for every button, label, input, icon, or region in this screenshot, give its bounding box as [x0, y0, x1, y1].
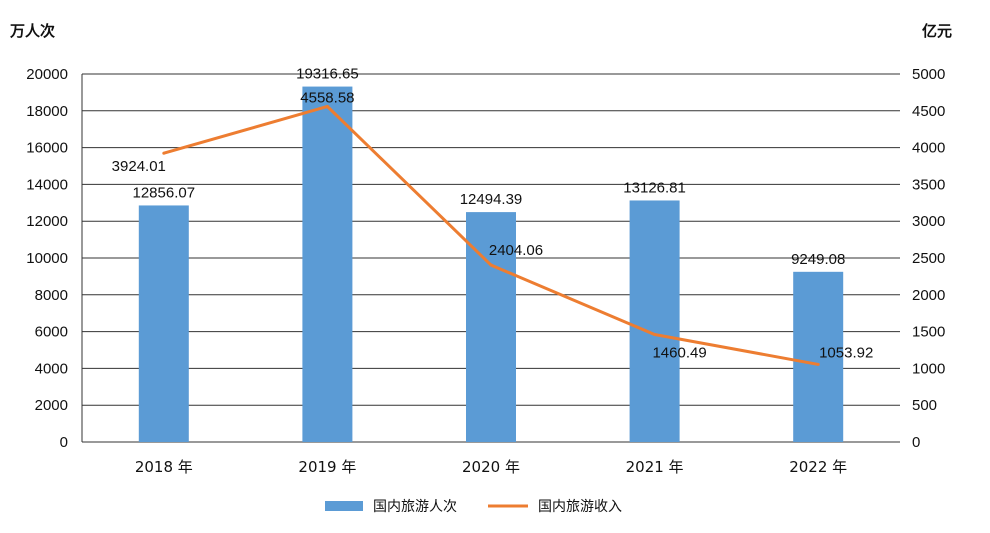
- legend-label-line: 国内旅游收入: [538, 499, 622, 515]
- bar-data-label: 12494.39: [460, 191, 523, 208]
- bar-data-label: 19316.65: [296, 66, 359, 83]
- right-axis-unit: 亿元: [922, 22, 952, 40]
- line-point: [325, 104, 329, 108]
- line-point: [489, 263, 493, 267]
- left-tick-label: 6000: [35, 324, 68, 341]
- category-label: 2019 年: [298, 458, 356, 476]
- category-label: 2018 年: [135, 458, 193, 476]
- right-tick-label: 500: [912, 397, 937, 414]
- legend: 国内旅游人次 国内旅游收入: [325, 499, 622, 515]
- right-tick-label: 0: [912, 434, 920, 451]
- right-tick-label: 2500: [912, 250, 945, 267]
- bar: [302, 86, 353, 442]
- left-tick-label: 14000: [26, 176, 68, 193]
- category-label: 2020 年: [462, 458, 520, 476]
- right-tick-label: 4000: [912, 140, 945, 157]
- left-tick-label: 18000: [26, 103, 68, 120]
- bar-data-label: 12856.07: [133, 184, 196, 201]
- left-axis-unit: 万人次: [9, 22, 55, 40]
- left-tick-label: 2000: [35, 397, 68, 414]
- line-point: [653, 333, 657, 337]
- right-tick-label: 1500: [912, 324, 945, 341]
- left-tick-label: 4000: [35, 360, 68, 377]
- left-tick-label: 8000: [35, 287, 68, 304]
- left-tick-label: 10000: [26, 250, 68, 267]
- line-data-label: 1053.92: [819, 344, 873, 361]
- right-tick-label: 4500: [912, 103, 945, 120]
- line-point: [162, 151, 166, 155]
- line-point: [816, 362, 820, 366]
- category-label: 2021 年: [626, 458, 684, 476]
- right-tick-label: 3500: [912, 176, 945, 193]
- bar: [138, 205, 189, 442]
- left-tick-label: 0: [60, 434, 68, 451]
- axes: 万人次 亿元02000400060008000100001200014000160…: [9, 22, 952, 476]
- line-series: [162, 104, 820, 366]
- left-tick-label: 12000: [26, 213, 68, 230]
- data-labels: 12856.07 19316.65 12494.39 13126.81 9249.08 3…: [112, 66, 874, 362]
- legend-label-bar: 国内旅游人次: [373, 499, 457, 515]
- bar-series: [138, 86, 844, 442]
- bar-data-label: 13126.81: [623, 179, 686, 196]
- category-label: 2022 年: [789, 458, 847, 476]
- left-tick-label: 16000: [26, 140, 68, 157]
- right-tick-label: 3000: [912, 213, 945, 230]
- left-tick-label: 20000: [26, 66, 68, 83]
- legend-swatch-bar: [325, 501, 363, 511]
- bar-data-label: 9249.08: [791, 251, 845, 268]
- line-data-label: 3924.01: [112, 158, 166, 175]
- right-tick-label: 2000: [912, 287, 945, 304]
- bar: [629, 200, 680, 442]
- line-data-label: 1460.49: [652, 345, 706, 362]
- bar: [793, 271, 844, 442]
- right-tick-label: 1000: [912, 360, 945, 377]
- right-tick-label: 5000: [912, 66, 945, 83]
- line-data-label: 4558.58: [300, 89, 354, 106]
- line-data-label: 2404.06: [489, 242, 543, 259]
